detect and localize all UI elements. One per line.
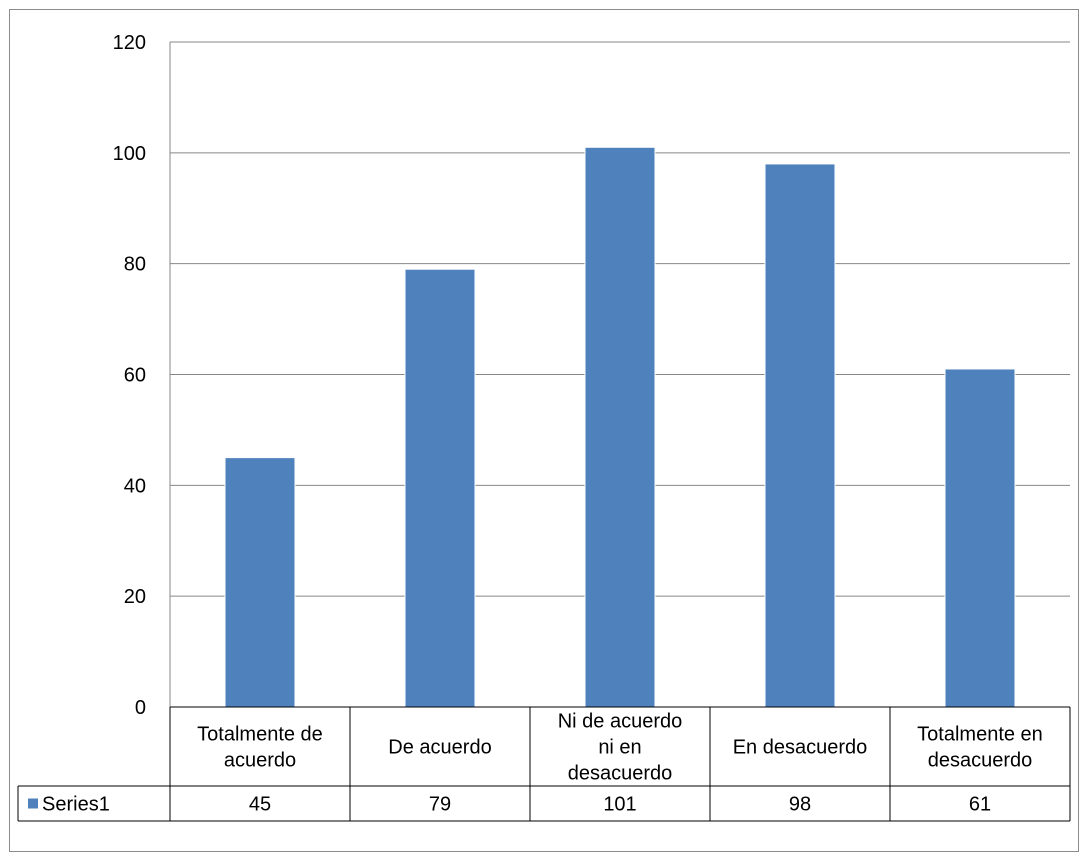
bars: [224, 146, 1016, 708]
category-label: Totalmente de acuerdo: [197, 724, 323, 772]
category-label: Totalmente en desacuerdo: [917, 724, 1043, 772]
bar: [944, 368, 1016, 708]
bar: [764, 163, 836, 708]
chart-frame: [9, 9, 1079, 852]
data-label: 61: [969, 794, 991, 816]
bar: [584, 146, 656, 708]
data-label: 45: [249, 794, 271, 816]
bar: [404, 268, 476, 708]
y-tick-label: 0: [135, 697, 146, 719]
data-label: 101: [603, 794, 636, 816]
y-axis-ticks: 0 20 40 60 80 100 120: [113, 32, 146, 719]
data-label: 98: [789, 794, 811, 816]
data-label: 79: [429, 794, 451, 816]
y-tick-label: 20: [124, 586, 146, 608]
y-tick-label: 120: [113, 32, 146, 54]
y-tick-label: 40: [124, 475, 146, 497]
gridlines: [169, 41, 1070, 707]
bar: [224, 457, 296, 708]
category-label: Ni de acuerdo ni en desacuerdo: [558, 711, 683, 785]
data-table: Totalmente de acuerdo De acuerdo Ni de acue…: [17, 706, 1071, 822]
category-label: En desacuerdo: [733, 737, 868, 759]
y-tick-label: 60: [124, 365, 146, 387]
legend-swatch: [28, 798, 38, 809]
category-label: De acuerdo: [388, 737, 491, 759]
y-tick-label: 80: [124, 254, 146, 276]
legend-series-name: Series1: [42, 794, 110, 816]
y-tick-label: 100: [113, 143, 146, 165]
